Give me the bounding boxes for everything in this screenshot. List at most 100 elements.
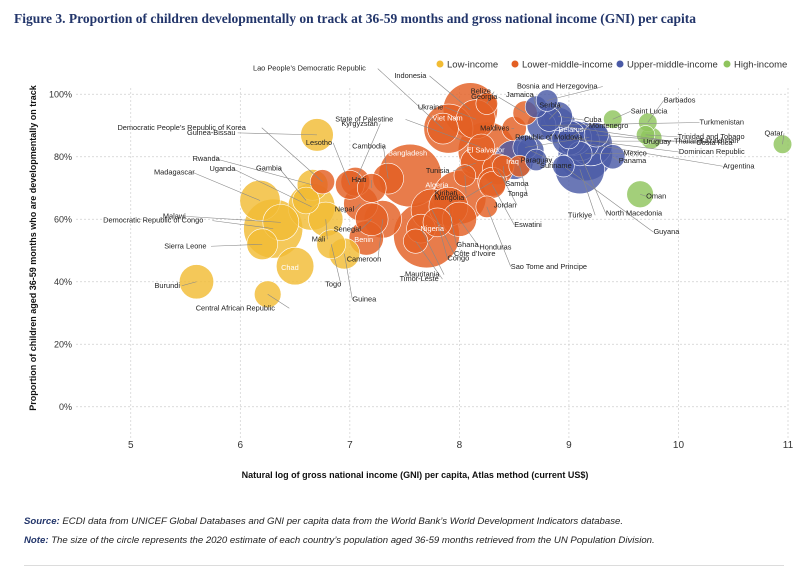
label-guinea: Guinea — [352, 295, 377, 304]
leader-jamaica — [533, 94, 537, 107]
label-panama: Panama — [619, 156, 647, 165]
label-cote-d-ivoire: Côte d’Ivoire — [454, 249, 496, 258]
x-tick-label: 11 — [783, 440, 794, 451]
label-burundi: Burundi — [154, 281, 180, 290]
leader-nepal — [354, 203, 362, 210]
label-congo: Congo — [447, 253, 469, 262]
label-oman: Oman — [646, 191, 666, 200]
y-tick-label: 0% — [59, 402, 72, 412]
legend-label-low-income: Low-income — [447, 60, 498, 71]
leader-timor-leste — [415, 240, 443, 280]
label-cameroon: Cameroon — [347, 254, 382, 263]
label-georgia: Georgia — [471, 92, 498, 101]
label-democratic-people-s-republic-of-korea: Democratic People’s Republic of Korea — [117, 123, 246, 132]
note-text: The size of the circle represents the 20… — [51, 535, 655, 546]
label-sierra-leone: Sierra Leone — [164, 241, 206, 250]
label-eswatini: Eswatini — [514, 220, 542, 229]
leader-ukraine — [445, 106, 476, 120]
leader-jordan — [497, 169, 518, 206]
leader-malawi — [186, 216, 281, 223]
label-tonga: Tonga — [508, 189, 529, 198]
label-turkiye: Türkiye — [568, 210, 592, 219]
leader-cameroon — [377, 219, 384, 260]
figure-title: Figure 3. Proportion of children develop… — [14, 11, 697, 26]
label-benin: Benin — [354, 235, 373, 244]
leader-indonesia — [429, 75, 471, 111]
leader-bosnia-and-herzegovina — [546, 86, 603, 101]
label-guyana: Guyana — [653, 227, 680, 236]
legend-label-lower-middle-income: Lower-middle-income — [522, 60, 613, 71]
leader-oman — [640, 193, 647, 197]
label-belize: Belize — [471, 87, 491, 96]
label-thailand: Thailand — [674, 137, 702, 146]
leader-argentina — [590, 143, 723, 167]
leader-tunisia — [453, 162, 476, 172]
y-tick-label: 20% — [54, 339, 72, 349]
label-cuba: Cuba — [584, 115, 603, 124]
x-tick-label: 5 — [128, 440, 134, 451]
note-label: Note: — [24, 535, 49, 546]
leader-belize — [486, 91, 495, 104]
label-trinidad-and-tobago: Trinidad and Tobago — [678, 132, 745, 141]
leader-democratic-republic-of-congo — [212, 220, 274, 229]
leader-haiti — [370, 179, 373, 189]
label-ukraine: Ukraine — [418, 102, 443, 111]
label-dominican-republic: Dominican Republic — [679, 147, 745, 156]
leader-tonga — [519, 166, 528, 195]
label-lao-people-s-democratic-republic: Lao People’s Democratic Republic — [253, 64, 366, 73]
bottom-rule — [24, 565, 784, 566]
leader-serbia — [548, 105, 563, 120]
leader-cote-d-ivoire — [431, 209, 455, 255]
label-montenegro: Montenegro — [589, 121, 628, 130]
scatter-chart: 0% 20% 40% 60% 80% 100% 5 6 7 8 9 10 11 Burundi Cent… — [28, 60, 794, 481]
label-indonesia: Indonesia — [394, 71, 427, 80]
label-tunisia: Tunisia — [426, 166, 450, 175]
label-suriname: Suriname — [540, 161, 572, 170]
label-argentina: Argentina — [723, 161, 756, 170]
leader-democratic-people-s-republic-of-korea — [261, 127, 323, 182]
x-axis-ticks: 5 6 7 8 9 10 11 — [128, 440, 794, 451]
leader-eswatini — [491, 184, 515, 226]
label-kazakhstan: Kazakhstan — [700, 136, 739, 145]
leader-sierra-leone — [211, 243, 263, 247]
label-chad: Chad — [281, 263, 299, 272]
leader-georgia — [498, 96, 526, 114]
y-axis-ticks: 0% 20% 40% 60% 80% 100% — [49, 89, 72, 412]
label-gambia: Gambia — [256, 164, 283, 173]
label-bangladesh: Bangladesh — [388, 149, 427, 158]
y-tick-label: 40% — [54, 277, 72, 287]
label-senegal: Senegal — [334, 224, 361, 233]
label-mongolia: Mongolia — [434, 193, 465, 202]
leader-turkiye — [579, 169, 596, 216]
legend-swatch-upper-middle-income — [616, 60, 624, 68]
leader-mongolia — [465, 181, 493, 199]
label-haiti: Haiti — [352, 175, 367, 184]
leader-mali — [325, 219, 328, 240]
leader-suriname — [535, 159, 541, 167]
leader-mauritania — [420, 228, 445, 275]
leader-qatar — [782, 133, 785, 145]
label-democratic-republic-of-congo: Democratic Republic of Congo — [103, 216, 203, 225]
x-tick-label: 6 — [238, 440, 244, 451]
label-malawi: Malawi — [163, 211, 186, 220]
leader-uganda — [232, 168, 312, 208]
label-timor-leste: Timor-Leste — [400, 274, 439, 283]
legend-label-high-income: High-income — [734, 60, 787, 71]
y-tick-label: 60% — [54, 214, 72, 224]
label-state-of-palestine: State of Palestine — [335, 114, 393, 123]
label-ghana: Ghana — [456, 240, 479, 249]
label-nigeria: Nigeria — [421, 224, 445, 233]
leader-costa-rica — [596, 134, 697, 144]
leader-rwanda — [215, 158, 313, 186]
label-algeria: Algeria — [425, 180, 449, 189]
label-kyrgyzstan: Kyrgyzstan — [341, 119, 378, 128]
legend: Low-income Lower-middle-income Upper-middl… — [436, 60, 787, 71]
leader-north-macedonia — [579, 153, 607, 214]
label-north-macedonia: North Macedonia — [606, 209, 663, 218]
leader-panama — [612, 156, 619, 161]
label-rwanda: Rwanda — [193, 154, 221, 163]
label-saint-lucia: Saint Lucia — [631, 106, 668, 115]
leader-dominican-republic — [568, 137, 679, 153]
source-label: Source: — [24, 516, 60, 527]
label-qatar: Qatar — [765, 128, 784, 137]
